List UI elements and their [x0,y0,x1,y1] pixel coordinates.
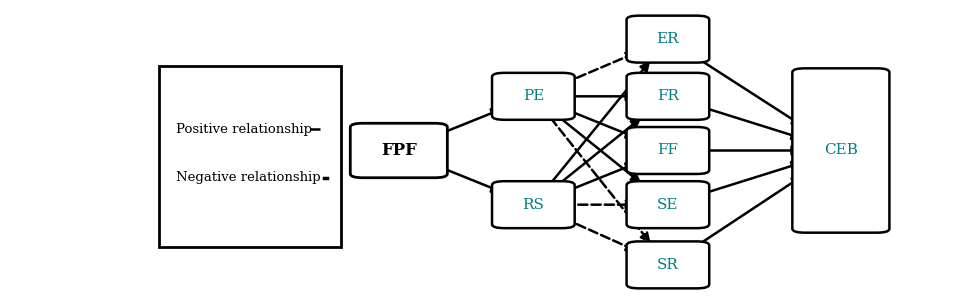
FancyBboxPatch shape [627,241,709,288]
FancyBboxPatch shape [492,181,575,228]
FancyBboxPatch shape [627,16,709,63]
Text: Positive relationship: Positive relationship [176,123,312,136]
Bar [159,66,341,247]
Text: SR: SR [657,258,678,272]
Text: FPF: FPF [381,142,417,159]
Text: FF: FF [657,144,678,157]
FancyBboxPatch shape [793,68,890,233]
Text: RS: RS [523,198,544,212]
Text: PE: PE [523,89,544,103]
FancyBboxPatch shape [350,123,448,178]
FancyBboxPatch shape [627,127,709,174]
FancyBboxPatch shape [627,181,709,228]
FancyBboxPatch shape [492,73,575,120]
Text: FR: FR [657,89,678,103]
Text: Negative relationship: Negative relationship [176,171,320,184]
FancyBboxPatch shape [627,73,709,120]
Text: ER: ER [656,32,679,46]
Text: CEB: CEB [824,144,858,157]
Text: SE: SE [657,198,678,212]
